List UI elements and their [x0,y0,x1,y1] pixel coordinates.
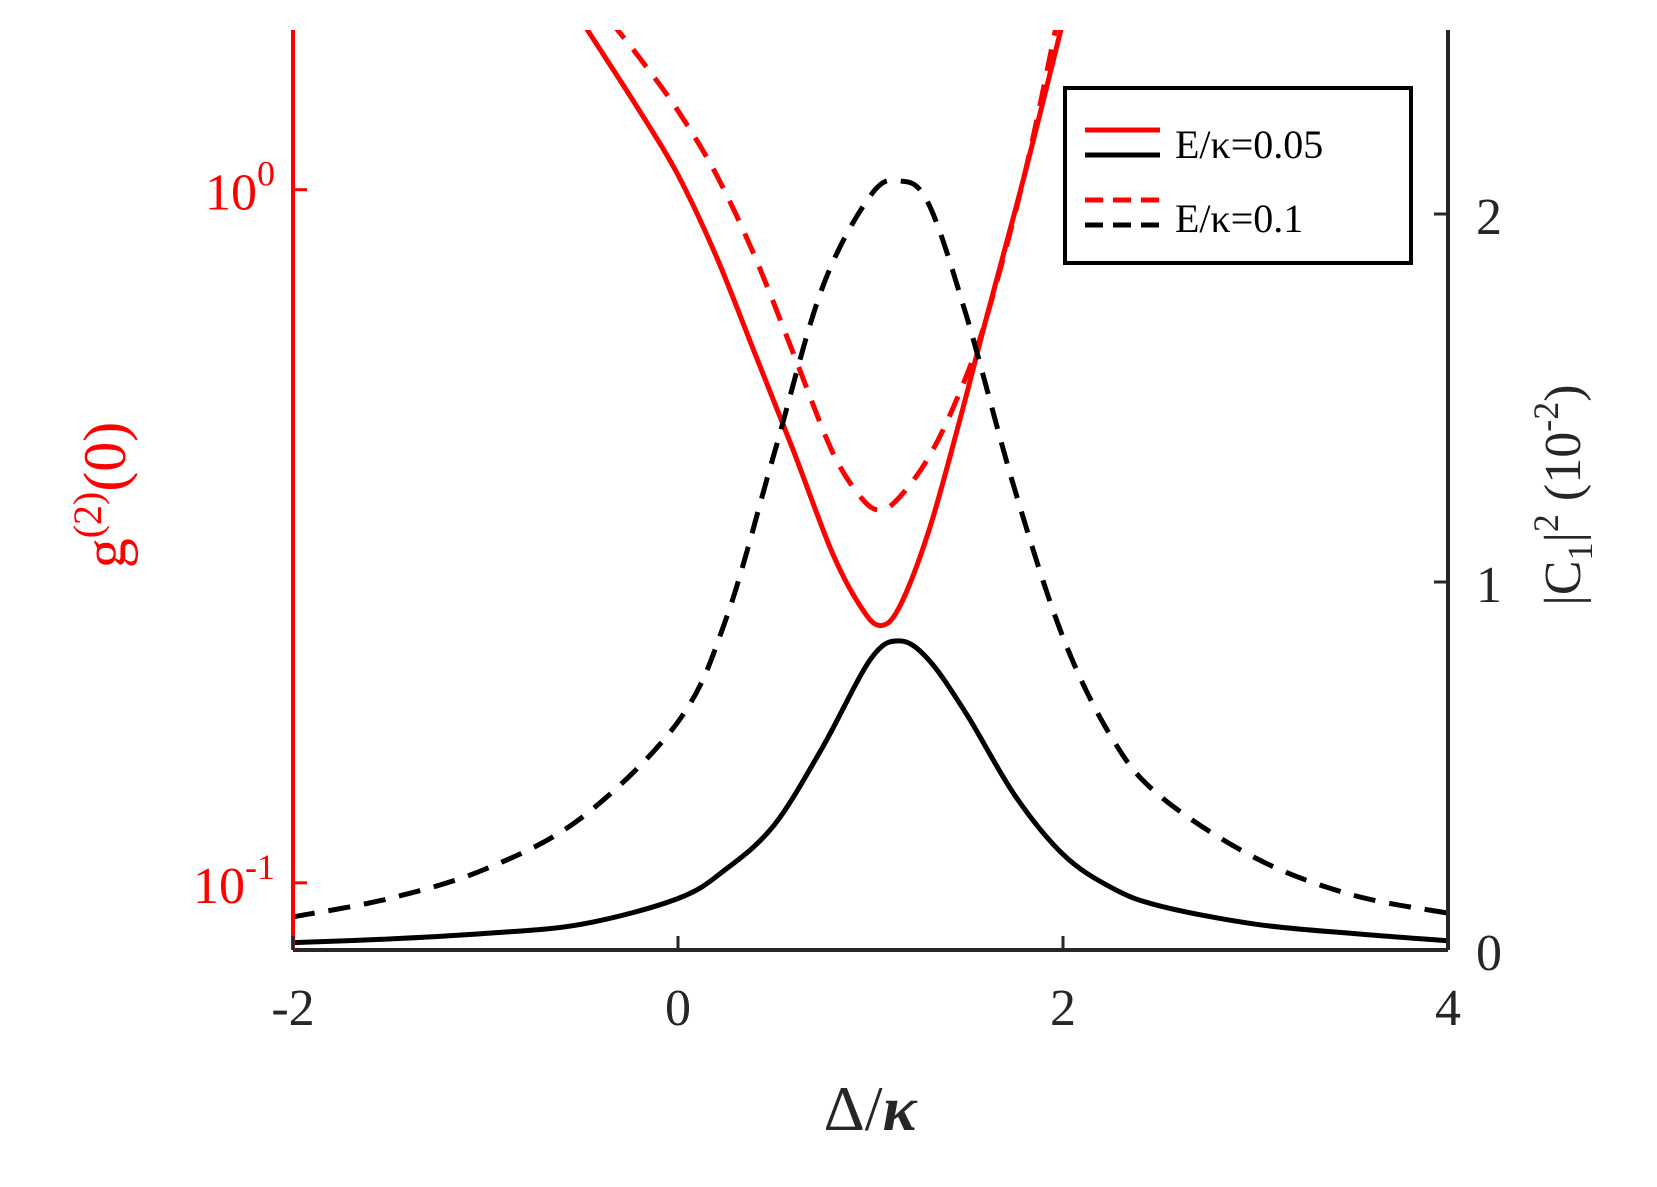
axes-frame [291,30,1450,952]
right-y-tick-label-2: 1 [1476,557,1502,614]
x-axis-title-kappa: κ [883,1073,919,1144]
left-y-tick-label-2-exp: 0 [257,154,275,194]
left-y-tick-label-1-base: 10 [193,858,245,915]
right-y-axis-title-pre: |C [1535,560,1592,605]
series-line-4-right-dashed [293,177,1448,920]
left-y-axis-title-sup: (2) [65,492,110,539]
x-tick-label-4: 4 [1435,980,1461,1037]
left-y-axis-title-base: g [72,538,138,568]
legend-label-dashed: E/κ=0.1 [1175,196,1303,241]
series-line-2-left-dashed [614,30,1058,513]
legend: E/κ=0.05 E/κ=0.1 [1063,86,1413,265]
x-tick-label-3: 2 [1050,980,1076,1037]
left-y-axis-title: g(2)(0) [65,422,138,569]
x-axis-title-main: Δ/ [824,1073,883,1144]
legend-keys [1085,127,1160,228]
right-y-axis-title-close: ) [1535,384,1592,401]
series-line-1-left-solid [584,30,1064,629]
right-y-axis-title-sub: 1 [1560,542,1600,560]
left-y-tick-label-1-exp: -1 [245,847,275,887]
x-tick-label-2: 0 [665,980,691,1037]
right-y-axis-title-sup: 2 [1526,514,1566,532]
x-tick-label-1: -2 [271,980,314,1037]
right-y-tick-label-3: 2 [1476,189,1502,246]
right-y-axis-title: |C1|2 (10-2) [1526,384,1600,605]
right-y-axis-title-post: (10 [1535,432,1592,514]
left-y-tick-label-2: 100 [205,154,275,222]
series-line-3-right-solid [293,638,1448,946]
legend-box [1063,86,1413,265]
left-y-tick-label-1: 10-1 [193,847,275,915]
x-axis-title: Δ/κ [824,1073,919,1144]
right-y-tick-label-1: 0 [1476,925,1502,982]
legend-label-solid: E/κ=0.05 [1175,122,1323,167]
left-y-axis-title-tail: (0) [72,422,138,492]
right-y-axis-title-exp: -2 [1526,402,1566,432]
curves-layer [293,30,1448,946]
right-y-axis-title-mid: | [1535,532,1592,542]
left-y-tick-label-2-base: 10 [205,165,257,222]
